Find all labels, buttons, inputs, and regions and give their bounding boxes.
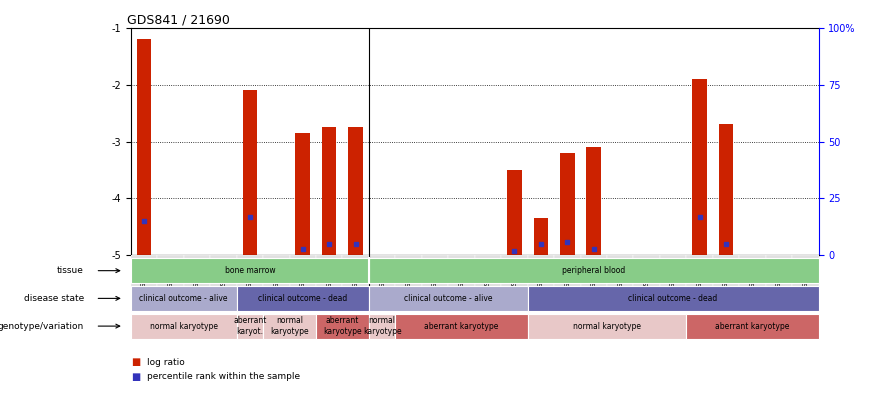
- Bar: [422, 255, 448, 309]
- Text: peripheral blood: peripheral blood: [562, 266, 625, 275]
- Bar: [210, 255, 237, 309]
- Text: GSM6248: GSM6248: [406, 257, 412, 291]
- Text: clinical outcome - dead: clinical outcome - dead: [258, 294, 347, 303]
- Bar: [713, 255, 739, 309]
- Text: GSM6237: GSM6237: [353, 257, 359, 291]
- Bar: [719, 124, 733, 255]
- Text: ■: ■: [131, 372, 140, 382]
- Bar: [263, 255, 290, 309]
- Text: aberrant
karyotype: aberrant karyotype: [324, 316, 362, 336]
- Bar: [528, 255, 554, 309]
- Bar: [137, 39, 151, 255]
- Text: GSM6238: GSM6238: [750, 257, 756, 291]
- Bar: [295, 133, 310, 255]
- Bar: [554, 255, 581, 309]
- Text: log ratio: log ratio: [147, 358, 185, 367]
- Text: GSM6235: GSM6235: [591, 257, 597, 291]
- Text: percentile rank within the sample: percentile rank within the sample: [147, 373, 300, 381]
- Text: aberrant karyotype: aberrant karyotype: [424, 322, 499, 331]
- Bar: [686, 255, 713, 309]
- Bar: [448, 255, 475, 309]
- Bar: [348, 128, 363, 255]
- Text: disease state: disease state: [24, 294, 84, 303]
- Text: GSM6230: GSM6230: [723, 257, 729, 291]
- Text: clinical outcome - alive: clinical outcome - alive: [140, 294, 228, 303]
- Text: clinical outcome - alive: clinical outcome - alive: [404, 294, 492, 303]
- Text: GSM6243: GSM6243: [776, 257, 782, 291]
- Text: GSM6239: GSM6239: [432, 257, 438, 291]
- Text: GSM6249: GSM6249: [194, 257, 200, 291]
- Bar: [475, 255, 501, 309]
- Bar: [369, 255, 395, 309]
- Bar: [395, 255, 422, 309]
- Text: GSM6247: GSM6247: [167, 257, 173, 291]
- Text: genotype/variation: genotype/variation: [0, 322, 84, 331]
- Text: GSM6236: GSM6236: [379, 257, 385, 291]
- Text: normal
karyotype: normal karyotype: [362, 316, 401, 336]
- Text: GSM6229: GSM6229: [300, 257, 306, 291]
- Bar: [342, 255, 369, 309]
- Text: GSM6251: GSM6251: [803, 257, 808, 291]
- Text: GSM6228: GSM6228: [697, 257, 703, 291]
- Text: GSM6241: GSM6241: [459, 257, 464, 291]
- Bar: [586, 147, 601, 255]
- Bar: [766, 255, 792, 309]
- Text: tissue: tissue: [57, 266, 84, 275]
- Text: bone marrow: bone marrow: [225, 266, 275, 275]
- Text: GSM6244: GSM6244: [485, 257, 491, 290]
- Text: clinical outcome - dead: clinical outcome - dead: [629, 294, 718, 303]
- Text: GSM6232: GSM6232: [564, 257, 570, 291]
- Text: GSM6245: GSM6245: [511, 257, 517, 290]
- Bar: [157, 255, 184, 309]
- Bar: [560, 153, 575, 255]
- Bar: [322, 128, 337, 255]
- Text: normal karyotype: normal karyotype: [573, 322, 641, 331]
- Text: normal karyotype: normal karyotype: [149, 322, 217, 331]
- Bar: [242, 90, 257, 255]
- Text: GSM6250: GSM6250: [273, 257, 279, 291]
- Bar: [581, 255, 607, 309]
- Text: GSM6231: GSM6231: [326, 257, 332, 291]
- Text: normal
karyotype: normal karyotype: [271, 316, 309, 336]
- Text: aberrant karyotype: aberrant karyotype: [715, 322, 789, 331]
- Text: GSM6252: GSM6252: [644, 257, 650, 290]
- Bar: [792, 255, 819, 309]
- Text: ■: ■: [131, 357, 140, 367]
- Bar: [290, 255, 316, 309]
- Bar: [131, 255, 157, 309]
- Text: GSM6234: GSM6234: [141, 257, 147, 291]
- Text: GSM6253: GSM6253: [670, 257, 676, 291]
- Bar: [607, 255, 634, 309]
- Bar: [534, 219, 548, 255]
- Text: aberrant
karyot.: aberrant karyot.: [233, 316, 267, 336]
- Text: GDS841 / 21690: GDS841 / 21690: [127, 13, 230, 27]
- Bar: [501, 255, 528, 309]
- Bar: [692, 79, 707, 255]
- Text: GSM6242: GSM6242: [220, 257, 226, 290]
- Text: GSM6233: GSM6233: [247, 257, 253, 291]
- Text: GSM6246: GSM6246: [537, 257, 544, 291]
- Bar: [739, 255, 766, 309]
- Bar: [316, 255, 342, 309]
- Bar: [634, 255, 659, 309]
- Text: GSM6240: GSM6240: [617, 257, 623, 291]
- Bar: [507, 170, 522, 255]
- Bar: [237, 255, 263, 309]
- Bar: [659, 255, 686, 309]
- Bar: [184, 255, 210, 309]
